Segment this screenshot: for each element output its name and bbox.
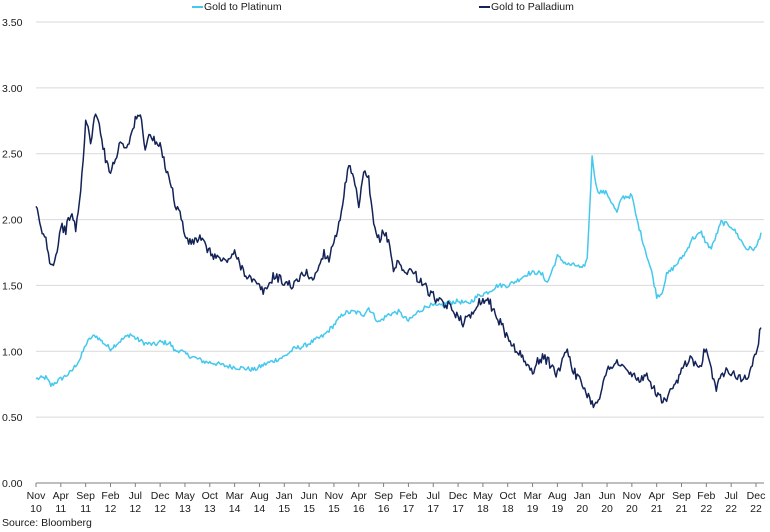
y-tick-label: 3.50 [2, 17, 23, 29]
x-tick-year: 20 [626, 503, 638, 515]
x-tick-year: 20 [601, 503, 613, 515]
x-tick-year: 11 [55, 503, 66, 515]
x-tick-month: Jun [301, 490, 318, 502]
x-tick-year: 22 [750, 503, 762, 515]
x-tick-year: 13 [179, 503, 191, 515]
y-tick-label: 0.00 [2, 478, 23, 490]
x-tick-month: Sep [374, 490, 393, 502]
y-tick-label: 2.50 [2, 149, 23, 161]
series-line-gold-to-platinum [35, 155, 762, 388]
x-tick-month: Feb [399, 490, 417, 502]
x-tick-year: 16 [378, 503, 390, 515]
y-tick-label: 3.00 [2, 83, 23, 95]
x-tick-month: Dec [449, 490, 468, 502]
x-tick-month: Dec [151, 490, 170, 502]
legend-item-gold-to-platinum: Gold to Platinum [192, 0, 282, 14]
x-tick-month: Apr [649, 490, 666, 502]
y-tick-label: 1.50 [2, 280, 23, 292]
x-tick-year: 22 [701, 503, 713, 515]
x-tick-year: 22 [725, 503, 737, 515]
x-tick-year: 20 [576, 503, 588, 515]
gridlines [36, 21, 764, 418]
x-tick-month: Sep [672, 490, 691, 502]
x-tick-month: Jan [276, 490, 293, 502]
x-tick-month: Nov [27, 490, 46, 502]
x-tick-year: 11 [80, 503, 91, 515]
x-tick-year: 16 [353, 503, 365, 515]
x-tick-month: Apr [351, 490, 368, 502]
legend-swatch-gold-to-palladium [479, 6, 490, 8]
y-tick-label: 0.50 [2, 412, 23, 424]
x-tick-month: Sep [76, 490, 95, 502]
x-tick-year: 18 [502, 503, 514, 515]
x-tick-month: Mar [524, 490, 543, 502]
x-tick-month: Apr [53, 490, 70, 502]
x-tick-month: Feb [101, 490, 119, 502]
x-tick-year: 12 [154, 503, 166, 515]
x-tick-year: 17 [403, 503, 415, 515]
x-tick-month: Jul [129, 490, 142, 502]
x-tick-month: Oct [202, 490, 218, 502]
x-tick-month: Nov [623, 490, 642, 502]
x-tick-year: 15 [303, 503, 315, 515]
x-tick-year: 14 [229, 503, 241, 515]
y-tick-label: 2.00 [2, 215, 23, 227]
x-tick-year: 21 [676, 503, 688, 515]
x-tick-year: 15 [278, 503, 290, 515]
x-tick-month: Jul [427, 490, 440, 502]
x-tick-month: Dec [747, 490, 766, 502]
x-tick-year: 19 [552, 503, 564, 515]
legend-item-gold-to-palladium: Gold to Palladium [479, 0, 574, 14]
source-note: Source: Bloomberg [2, 517, 92, 529]
x-tick-year: 12 [105, 503, 117, 515]
x-tick-year: 12 [129, 503, 141, 515]
x-tick-year: 15 [328, 503, 340, 515]
x-tick-year: 19 [527, 503, 539, 515]
x-tick-month: Oct [500, 490, 516, 502]
y-tick-label: 1.00 [2, 346, 23, 358]
x-tick-month: Jun [599, 490, 616, 502]
x-tick-year: 13 [204, 503, 216, 515]
x-tick-year: 10 [30, 503, 42, 515]
x-tick-month: Jul [724, 490, 737, 502]
x-tick-month: Mar [226, 490, 245, 502]
series-lines [35, 113, 762, 409]
legend-label-gold-to-platinum: Gold to Platinum [204, 1, 282, 13]
x-tick-month: Nov [325, 490, 344, 502]
x-tick-year: 14 [254, 503, 266, 515]
x-tick-month: May [175, 490, 196, 502]
x-tick-year: 17 [452, 503, 464, 515]
x-tick-month: Feb [697, 490, 715, 502]
x-tick-month: Jan [574, 490, 591, 502]
x-tick-year: 18 [477, 503, 489, 515]
x-tick-year: 17 [427, 503, 439, 515]
legend-label-gold-to-palladium: Gold to Palladium [491, 1, 574, 13]
x-tick-month: Aug [548, 490, 567, 502]
x-tick-year: 21 [651, 503, 663, 515]
x-axis-tick-labels: Nov10Apr11Sep11Feb12Jul12Dec12May13Oct13… [27, 483, 766, 515]
y-axis-tick-labels: 0.00 0.50 1.00 1.50 2.00 2.50 3.00 3.50 [2, 17, 23, 490]
x-tick-month: Aug [250, 490, 269, 502]
x-tick-month: May [473, 490, 494, 502]
legend-swatch-gold-to-platinum [192, 6, 203, 8]
series-line-gold-to-palladium [35, 113, 762, 409]
